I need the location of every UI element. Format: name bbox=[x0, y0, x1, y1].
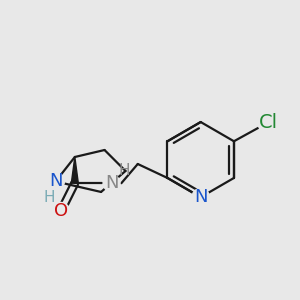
Text: N: N bbox=[194, 188, 208, 206]
Text: H: H bbox=[44, 190, 55, 205]
Circle shape bbox=[52, 202, 70, 220]
Circle shape bbox=[258, 111, 280, 133]
Text: H: H bbox=[118, 164, 130, 178]
Circle shape bbox=[192, 188, 209, 206]
Circle shape bbox=[103, 175, 120, 192]
Circle shape bbox=[47, 173, 64, 190]
Text: N: N bbox=[105, 174, 118, 192]
Text: O: O bbox=[54, 202, 68, 220]
Polygon shape bbox=[71, 157, 78, 183]
Text: Cl: Cl bbox=[259, 112, 278, 131]
Text: N: N bbox=[49, 172, 62, 190]
